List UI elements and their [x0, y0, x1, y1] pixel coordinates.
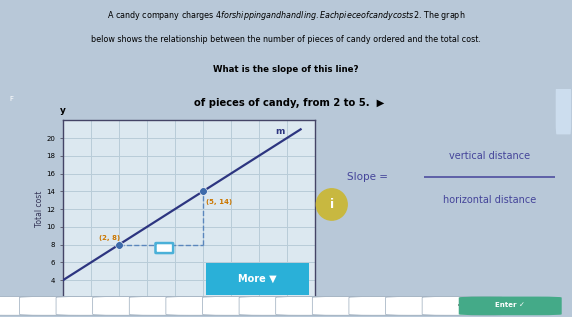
FancyBboxPatch shape — [166, 297, 247, 315]
FancyBboxPatch shape — [93, 297, 173, 315]
Text: Slope =: Slope = — [347, 172, 388, 182]
Text: of pieces of candy, from 2 to 5.  ▶: of pieces of candy, from 2 to 5. ▶ — [194, 98, 384, 108]
Text: -: - — [424, 301, 427, 310]
Y-axis label: Total cost: Total cost — [34, 191, 43, 227]
FancyBboxPatch shape — [386, 297, 466, 315]
FancyBboxPatch shape — [198, 261, 317, 297]
Text: ⌫: ⌫ — [457, 301, 468, 310]
FancyBboxPatch shape — [19, 297, 100, 315]
FancyBboxPatch shape — [459, 297, 562, 315]
Text: i: i — [329, 198, 334, 211]
Text: What is the slope of this line?: What is the slope of this line? — [213, 65, 359, 74]
Text: A candy company charges $4 for shipping and handling. Each piece of candy costs : A candy company charges $4 for shipping … — [107, 10, 465, 23]
FancyBboxPatch shape — [349, 297, 430, 315]
FancyBboxPatch shape — [129, 297, 210, 315]
Text: .: . — [388, 301, 391, 310]
Text: F: F — [10, 96, 13, 102]
Text: 5: 5 — [167, 301, 172, 310]
Text: 0: 0 — [350, 301, 355, 310]
FancyBboxPatch shape — [312, 297, 393, 315]
FancyBboxPatch shape — [555, 84, 571, 134]
Text: 6: 6 — [204, 301, 209, 310]
Text: horizontal distance: horizontal distance — [443, 195, 536, 205]
Text: 4: 4 — [130, 301, 136, 310]
FancyBboxPatch shape — [0, 297, 63, 315]
FancyBboxPatch shape — [276, 297, 356, 315]
Text: m: m — [276, 126, 285, 136]
Text: 2: 2 — [57, 301, 62, 310]
Text: (2, 8): (2, 8) — [100, 235, 120, 241]
Text: 8: 8 — [277, 301, 282, 310]
Text: Enter ✓: Enter ✓ — [495, 302, 525, 308]
Text: y: y — [60, 106, 66, 115]
Text: 7: 7 — [240, 301, 245, 310]
Text: 1: 1 — [21, 301, 26, 310]
FancyBboxPatch shape — [239, 297, 320, 315]
FancyBboxPatch shape — [202, 297, 283, 315]
FancyBboxPatch shape — [56, 297, 137, 315]
Text: More ▼: More ▼ — [238, 274, 277, 284]
FancyBboxPatch shape — [422, 297, 503, 315]
Text: 9: 9 — [313, 301, 319, 310]
FancyBboxPatch shape — [156, 243, 173, 253]
Text: (5, 14): (5, 14) — [206, 199, 232, 205]
Text: vertical distance: vertical distance — [448, 151, 530, 161]
Circle shape — [316, 189, 347, 220]
Text: 3: 3 — [94, 301, 99, 310]
Text: below shows the relationship between the number of pieces of candy ordered and t: below shows the relationship between the… — [91, 36, 481, 44]
